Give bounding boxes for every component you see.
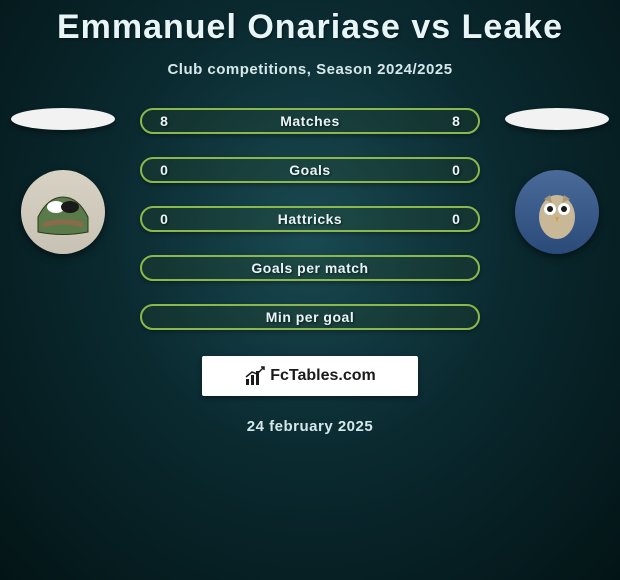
date-text: 24 february 2025 [0,418,620,435]
page-title: Emmanuel Onariase vs Leake [0,0,620,47]
magpie-badge-icon [28,177,98,247]
stat-left-value: 0 [154,211,174,227]
player-left-photo [11,108,115,130]
player-left-column [8,108,118,254]
stat-row: Min per goal [140,304,480,330]
player-right-column [502,108,612,254]
stat-label: Min per goal [174,309,446,325]
stat-label: Hattricks [174,211,446,227]
stat-label: Goals per match [174,260,446,276]
stat-right-value: 0 [446,211,466,227]
stat-left-value: 0 [154,162,174,178]
owl-badge-icon [522,177,592,247]
brand-box: FcTables.com [202,356,418,396]
stat-row: 8Matches8 [140,108,480,134]
brand-text: FcTables.com [270,367,376,385]
stat-row: 0Hattricks0 [140,206,480,232]
stats-list: 8Matches80Goals00Hattricks0Goals per mat… [140,108,480,330]
comparison-content: 8Matches80Goals00Hattricks0Goals per mat… [0,108,620,330]
player-right-photo [505,108,609,130]
stat-row: 0Goals0 [140,157,480,183]
stat-right-value: 0 [446,162,466,178]
subtitle: Club competitions, Season 2024/2025 [0,61,620,78]
stat-row: Goals per match [140,255,480,281]
stat-label: Goals [174,162,446,178]
brand-chart-icon [244,365,266,387]
club-badge-left [21,170,105,254]
club-badge-right [515,170,599,254]
stat-right-value: 8 [446,113,466,129]
stat-label: Matches [174,113,446,129]
stat-left-value: 8 [154,113,174,129]
